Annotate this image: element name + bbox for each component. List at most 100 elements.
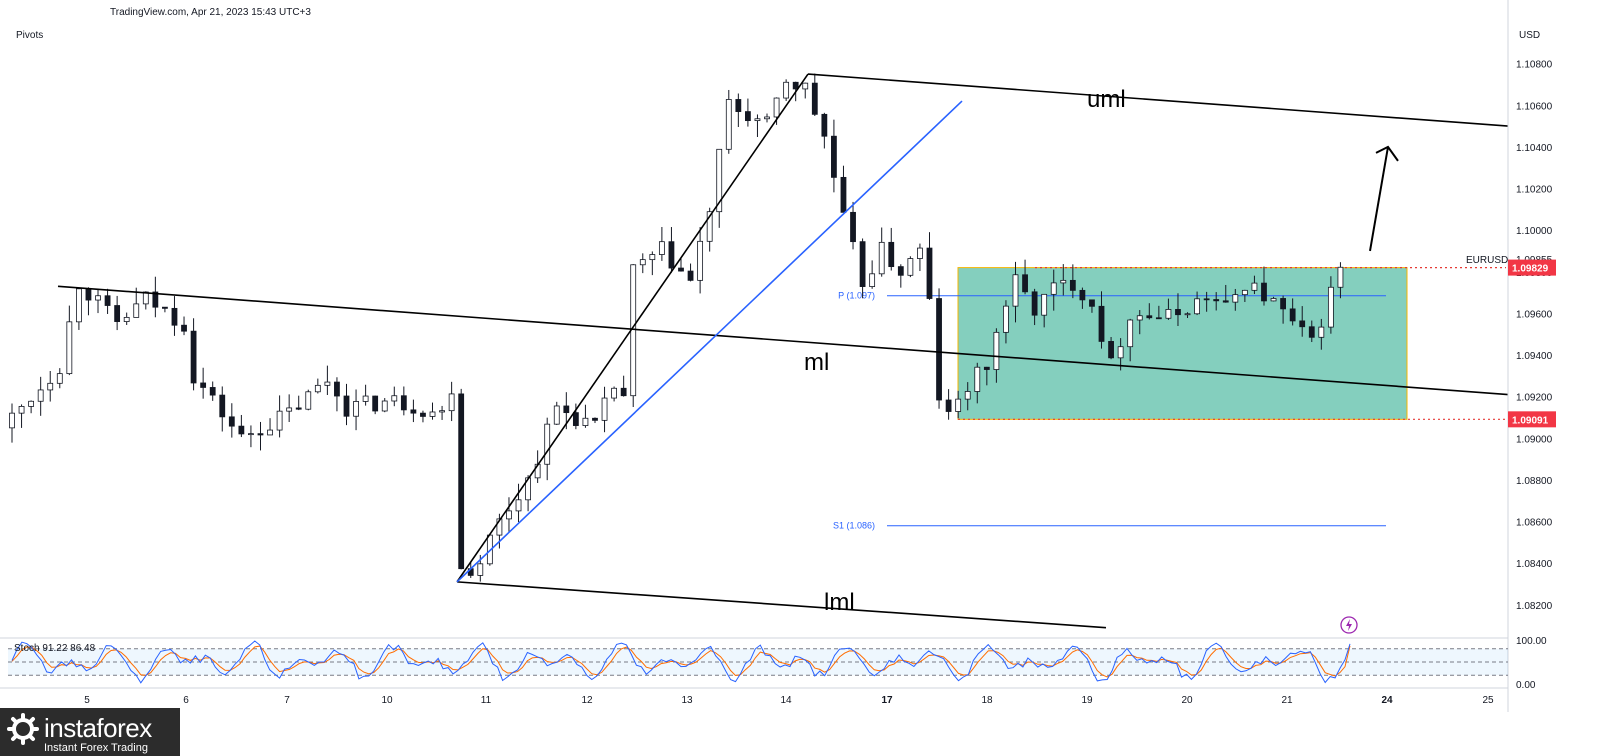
candle-body bbox=[764, 116, 770, 120]
candle-body bbox=[1261, 282, 1267, 302]
candle-body bbox=[28, 400, 35, 407]
range-bottom-price-badge-bg bbox=[1508, 411, 1556, 428]
candle-body bbox=[353, 401, 359, 417]
candle-body bbox=[76, 288, 82, 323]
candle-body bbox=[1299, 320, 1306, 328]
candle-body bbox=[95, 295, 101, 301]
candle-body bbox=[687, 270, 694, 281]
currency-label: USD bbox=[1519, 30, 1541, 41]
y-tick-label: 1.09400 bbox=[1516, 351, 1553, 362]
candle-body bbox=[1308, 326, 1315, 338]
candle-body bbox=[1022, 274, 1028, 293]
candle-body bbox=[362, 395, 369, 402]
candle-body bbox=[639, 259, 646, 266]
candle-body bbox=[1069, 279, 1076, 291]
candle-body bbox=[620, 387, 627, 397]
candle-body bbox=[1041, 293, 1048, 316]
candle-body bbox=[1155, 317, 1162, 320]
candle-body bbox=[1117, 346, 1124, 359]
candle-body bbox=[219, 394, 226, 418]
alert-lightning-glyph bbox=[1346, 619, 1352, 631]
x-tick-label: 19 bbox=[1081, 695, 1093, 706]
candle-body bbox=[18, 406, 25, 414]
candle-body bbox=[410, 409, 417, 414]
candle-body bbox=[592, 417, 598, 421]
candle-body bbox=[324, 381, 331, 386]
candle-body bbox=[936, 298, 942, 401]
candle-body bbox=[1213, 299, 1220, 302]
chart-header-source: TradingView.com, Apr 21, 2023 15:43 UTC+… bbox=[110, 7, 311, 18]
candle-body bbox=[1241, 289, 1248, 296]
x-tick-label: 7 bbox=[284, 695, 290, 706]
x-tick-label: 10 bbox=[381, 695, 393, 706]
pivot-levels: P (1.097) S1 (1.086) bbox=[833, 291, 1386, 531]
pitchfork-uml bbox=[807, 73, 1509, 127]
candle-body bbox=[897, 266, 904, 276]
pitchfork-ml bbox=[57, 285, 1509, 396]
candle-body bbox=[869, 273, 876, 287]
candle-body bbox=[716, 148, 723, 213]
time-axis[interactable]: 5 6 7 10 11 12 13 14 17 18 19 20 21 24 25 bbox=[0, 687, 1508, 706]
stoch-level-label: 100.00 bbox=[1516, 636, 1547, 647]
ml-label: ml bbox=[804, 349, 829, 376]
candle-body bbox=[420, 412, 426, 417]
stoch-label: Stoch 91.22 86.48 bbox=[14, 643, 96, 654]
candle-body bbox=[745, 111, 751, 122]
pivot-label: S1 (1.086) bbox=[833, 521, 875, 531]
candle-body bbox=[506, 510, 512, 520]
y-tick-label: 1.08600 bbox=[1516, 518, 1553, 529]
range-top-price-badge-bg bbox=[1508, 259, 1556, 276]
candle-body bbox=[840, 176, 847, 213]
range-bottom-price-badge: 1.09091 bbox=[1512, 415, 1549, 426]
candle-body bbox=[1079, 289, 1086, 301]
candle-body bbox=[850, 211, 856, 243]
candle-body bbox=[1050, 282, 1057, 295]
candle-body bbox=[1280, 298, 1286, 310]
indicator-label[interactable]: Pivots bbox=[16, 30, 44, 41]
candle-body bbox=[152, 291, 159, 308]
candle-body bbox=[572, 412, 579, 426]
candle-body bbox=[1184, 313, 1191, 316]
forecast-arrow-head bbox=[1375, 145, 1399, 162]
stochastic-pane[interactable]: 100.00 0.00 Stoch 91.22 86.48 bbox=[0, 616, 1547, 691]
candle-body bbox=[477, 563, 484, 576]
candle-body bbox=[381, 400, 388, 412]
candle-body bbox=[190, 330, 197, 384]
candle-body bbox=[773, 97, 780, 118]
candle-body bbox=[1165, 309, 1172, 319]
candles[interactable] bbox=[9, 73, 1344, 582]
candle-body bbox=[754, 118, 761, 122]
candle-body bbox=[295, 407, 302, 410]
candle-body bbox=[955, 398, 962, 412]
candle-body bbox=[878, 241, 885, 275]
stoch-k-line bbox=[11, 640, 1351, 684]
x-tick-label: 5 bbox=[84, 695, 90, 706]
x-tick-label: 18 bbox=[981, 695, 993, 706]
y-tick-label: 1.10200 bbox=[1516, 185, 1553, 196]
candle-body bbox=[1337, 266, 1344, 288]
candle-body bbox=[601, 397, 608, 421]
x-tick-label: 24 bbox=[1381, 695, 1393, 706]
brand-name: instaforex bbox=[44, 713, 152, 743]
pitchfork-handle bbox=[456, 73, 809, 583]
candle-body bbox=[993, 331, 1000, 370]
x-tick-label: 11 bbox=[481, 695, 492, 706]
candle-body bbox=[1060, 279, 1067, 284]
candle-body bbox=[563, 405, 570, 414]
y-tick-label: 1.10800 bbox=[1516, 60, 1553, 71]
price-axis[interactable]: 1.10800 1.10600 1.10400 1.10200 1.10000 1.098… bbox=[1466, 0, 1556, 712]
candle-body bbox=[964, 391, 971, 400]
x-tick-label: 20 bbox=[1181, 695, 1193, 706]
candle-body bbox=[267, 429, 273, 436]
y-tick-label: 1.09600 bbox=[1516, 309, 1553, 320]
candle-body bbox=[66, 321, 73, 375]
candle-body bbox=[171, 307, 178, 326]
x-tick-label: 12 bbox=[581, 695, 593, 706]
candle-body bbox=[859, 241, 866, 287]
y-tick-label: 1.10600 bbox=[1516, 101, 1553, 112]
drawings[interactable]: uml ml lml bbox=[57, 73, 1509, 629]
candle-body bbox=[945, 399, 952, 412]
candle-body bbox=[668, 241, 675, 269]
candle-body bbox=[1251, 282, 1258, 291]
